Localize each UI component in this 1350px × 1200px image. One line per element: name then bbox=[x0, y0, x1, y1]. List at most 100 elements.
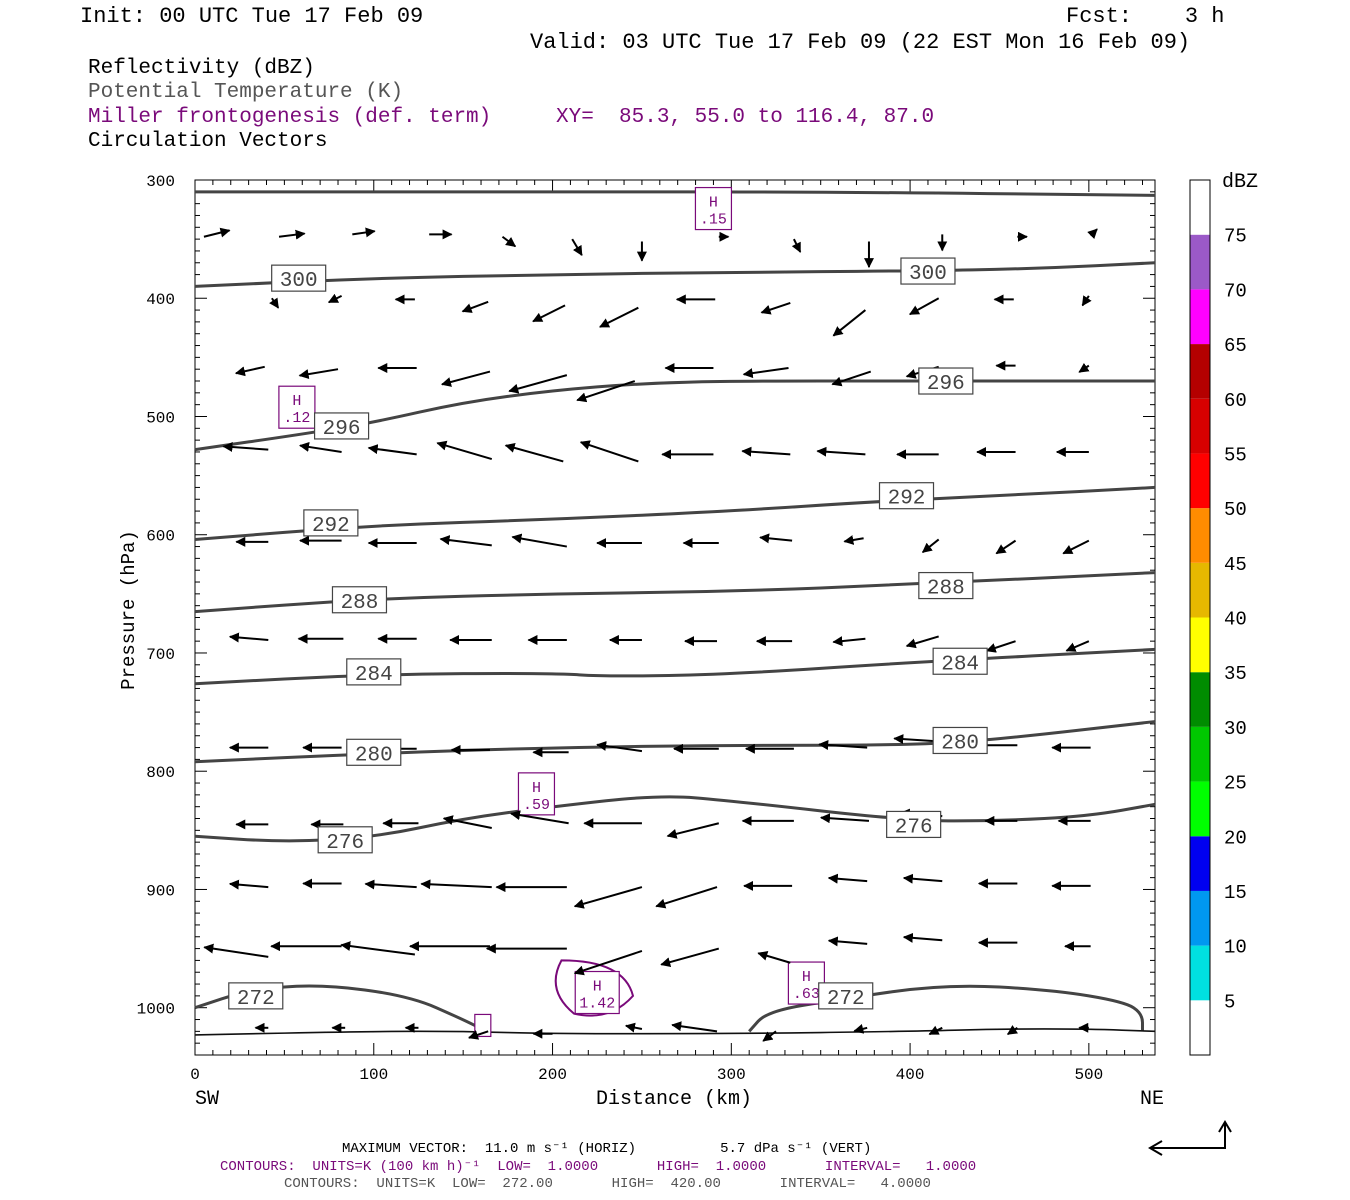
theta-contour-label: 284 bbox=[346, 658, 402, 687]
frontogenesis-max-letter: H bbox=[593, 979, 602, 996]
theta-contour-label: 288 bbox=[331, 586, 388, 615]
theta-contour-label: 272 bbox=[818, 982, 874, 1011]
circulation-vector bbox=[510, 810, 569, 825]
field-label-reflectivity: Reflectivity (dBZ) bbox=[88, 57, 315, 80]
circulation-vector bbox=[818, 739, 868, 750]
circulation-vector bbox=[436, 440, 493, 461]
circulation-vector bbox=[203, 227, 231, 238]
circulation-vector bbox=[222, 442, 269, 453]
colorbar-label: 20 bbox=[1224, 827, 1247, 849]
field-label-vectors: Circulation Vectors bbox=[88, 130, 328, 153]
circulation-vector bbox=[420, 879, 492, 890]
circulation-vector bbox=[439, 535, 492, 547]
circulation-vector bbox=[504, 443, 564, 463]
theta-contour-label-text: 292 bbox=[312, 515, 350, 538]
y-tick-label: 800 bbox=[146, 764, 175, 782]
circulation-vector bbox=[1078, 362, 1090, 373]
colorbar-title: dBZ bbox=[1222, 171, 1258, 194]
y-tick-label: 700 bbox=[146, 646, 175, 664]
theta-contour-line bbox=[194, 984, 488, 1033]
theta-contour-line bbox=[195, 190, 1156, 197]
colorbar-label: 75 bbox=[1224, 226, 1247, 248]
circulation-vector bbox=[853, 1023, 868, 1034]
theta-contour-label-text: 288 bbox=[341, 592, 379, 615]
colorbar-swatch bbox=[1190, 945, 1210, 1001]
circulation-vector bbox=[902, 932, 943, 943]
circulation-vector bbox=[985, 640, 1016, 653]
x-tick-label: 200 bbox=[538, 1066, 567, 1084]
theta-contour-line bbox=[194, 379, 1155, 452]
circulation-vector bbox=[816, 446, 866, 457]
circulation-vector bbox=[741, 446, 791, 457]
theta-contour-label: 296 bbox=[313, 412, 370, 441]
circulation-vector bbox=[573, 886, 643, 909]
circulation-vector bbox=[995, 539, 1017, 555]
theta-contour-label: 300 bbox=[271, 264, 327, 293]
colorbar-label: 65 bbox=[1224, 335, 1247, 357]
theta-contour-label-text: 284 bbox=[941, 653, 979, 676]
x-tick-label: 100 bbox=[359, 1066, 388, 1084]
circulation-vector bbox=[905, 635, 939, 649]
colorbar-label: 55 bbox=[1224, 444, 1247, 466]
theta-contour-label: 284 bbox=[932, 647, 988, 676]
theta-contour-line bbox=[748, 984, 1144, 1033]
contours-theta-info: CONTOURS: UNITS=K LOW= 272.00 HIGH= 420.… bbox=[284, 1176, 931, 1192]
xy-coordinates: XY= 85.3, 55.0 to 116.4, 87.0 bbox=[556, 106, 935, 129]
theta-contour-line bbox=[194, 720, 1156, 764]
frontogenesis-max-value: .12 bbox=[283, 410, 310, 427]
frontogenesis-max: H.15 bbox=[694, 186, 733, 231]
theta-contour-label: 276 bbox=[886, 810, 942, 839]
theta-contour-label: 292 bbox=[878, 482, 935, 511]
theta-contour-label-text: 288 bbox=[927, 578, 965, 601]
circulation-vector bbox=[327, 293, 343, 304]
circulation-vector bbox=[364, 879, 417, 890]
circulation-vector bbox=[203, 943, 269, 958]
theta-contour-label: 292 bbox=[303, 509, 359, 538]
circulation-vector bbox=[352, 227, 376, 238]
circulation-vector bbox=[655, 886, 718, 909]
circulation-vector bbox=[1006, 1025, 1019, 1036]
circulation-vector bbox=[762, 1030, 777, 1042]
x-tick-label: 0 bbox=[190, 1066, 200, 1084]
colorbar-label: 45 bbox=[1224, 554, 1247, 576]
circulation-vector bbox=[599, 306, 639, 328]
theta-contour-line bbox=[194, 571, 1156, 614]
frontogenesis-max: H.59 bbox=[517, 772, 556, 816]
colorbar-swatch bbox=[1190, 398, 1210, 454]
circulation-vector bbox=[843, 535, 864, 545]
circulation-vector bbox=[791, 238, 802, 253]
circulation-vector bbox=[760, 302, 791, 315]
max-vector-info: MAXIMUM VECTOR: 11.0 m s⁻¹ (HORIZ) 5.7 d… bbox=[342, 1141, 872, 1157]
theta-contour-label: 280 bbox=[932, 726, 988, 755]
colorbar-swatch bbox=[1190, 344, 1210, 399]
frontogenesis-max: H.12 bbox=[278, 385, 316, 429]
theta-contour-label-text: 284 bbox=[355, 664, 393, 687]
theta-contour-label-text: 272 bbox=[237, 988, 275, 1011]
circulation-vector bbox=[921, 538, 940, 554]
colorbar-swatch bbox=[1190, 726, 1210, 782]
x-axis-title: Distance (km) bbox=[596, 1088, 752, 1111]
circulation-vector bbox=[508, 374, 568, 394]
frontogenesis-max-letter: H bbox=[709, 195, 718, 212]
circulation-vector bbox=[660, 947, 720, 967]
theta-contour-label: 300 bbox=[900, 257, 956, 286]
circulation-vector bbox=[579, 440, 639, 463]
colorbar-label: 30 bbox=[1224, 718, 1247, 740]
theta-contour-label-text: 296 bbox=[323, 418, 361, 441]
circulation-vector bbox=[832, 636, 866, 647]
x-tick-label: 300 bbox=[717, 1066, 746, 1084]
theta-contour-label: 296 bbox=[918, 367, 974, 396]
ne-label: NE bbox=[1140, 1088, 1164, 1111]
colorbar-swatch bbox=[1190, 890, 1210, 946]
circulation-vector bbox=[234, 365, 265, 377]
circulation-vector bbox=[759, 533, 793, 544]
forecast-hour: Fcst: 3 h bbox=[1066, 4, 1225, 29]
circulation-vector bbox=[757, 950, 791, 964]
frontogenesis-max-value: 1.42 bbox=[579, 996, 615, 1013]
theta-contour-line bbox=[194, 261, 1156, 288]
circulation-vector bbox=[340, 941, 416, 956]
circulation-vector bbox=[299, 441, 342, 453]
colorbar-label: 5 bbox=[1224, 991, 1235, 1013]
colorbar-label: 15 bbox=[1224, 882, 1247, 904]
colorbar-label: 40 bbox=[1224, 609, 1247, 631]
